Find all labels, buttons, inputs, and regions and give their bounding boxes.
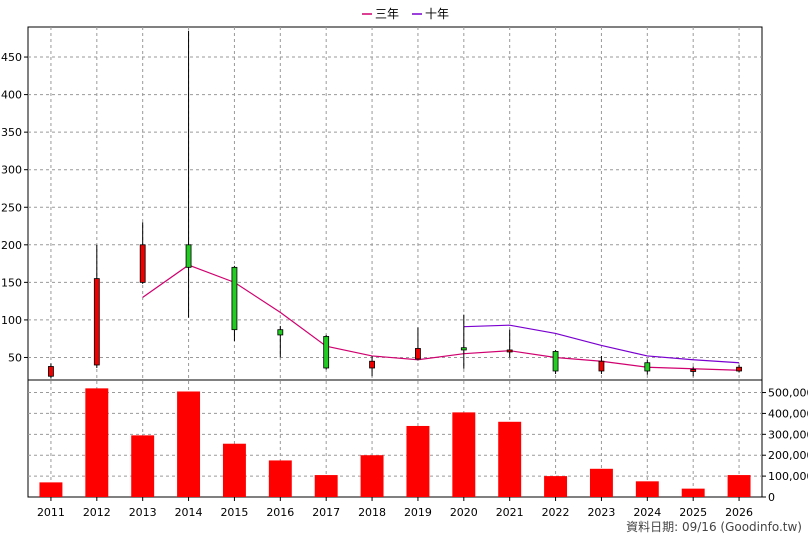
volume-bar bbox=[727, 475, 751, 497]
x-tick-label: 2018 bbox=[358, 506, 386, 519]
volume-bar bbox=[544, 476, 568, 497]
volume-bar bbox=[222, 443, 246, 497]
price-tick-label: 400 bbox=[1, 89, 22, 102]
volume-bar bbox=[360, 455, 384, 497]
volume-tick-label: 0 bbox=[768, 491, 775, 504]
x-tick-label: 2019 bbox=[404, 506, 432, 519]
volume-tick-label: 300,000 bbox=[768, 428, 808, 441]
volume-bar bbox=[589, 468, 613, 497]
volume-bar bbox=[85, 388, 109, 497]
volume-bar bbox=[131, 435, 155, 497]
price-tick-label: 250 bbox=[1, 201, 22, 214]
data-date-credit: 資料日期: 09/16 (Goodinfo.tw) bbox=[626, 520, 802, 534]
volume-bar bbox=[681, 488, 705, 497]
candle-body bbox=[185, 244, 192, 268]
candle-body bbox=[93, 278, 100, 366]
volume-bar bbox=[452, 412, 476, 497]
candle-body bbox=[506, 349, 513, 353]
line-series-3yr bbox=[142, 264, 740, 371]
candle-body bbox=[552, 351, 559, 372]
volume-bar bbox=[268, 460, 292, 497]
volume-tick-label: 400,000 bbox=[768, 407, 808, 420]
volume-bar bbox=[314, 475, 338, 497]
x-tick-label: 2025 bbox=[679, 506, 707, 519]
volume-bar bbox=[406, 425, 430, 497]
x-tick-label: 2012 bbox=[83, 506, 111, 519]
line-series-10yr bbox=[463, 324, 740, 364]
x-tick-label: 2016 bbox=[266, 506, 294, 519]
x-tick-label: 2013 bbox=[129, 506, 157, 519]
x-tick-label: 2014 bbox=[175, 506, 203, 519]
x-tick-label: 2011 bbox=[37, 506, 65, 519]
plot-frame bbox=[27, 26, 763, 498]
x-tick-label: 2026 bbox=[725, 506, 753, 519]
volume-bar bbox=[635, 481, 659, 497]
price-tick-label: 350 bbox=[1, 126, 22, 139]
volume-bar bbox=[39, 482, 63, 497]
x-tick-label: 2022 bbox=[542, 506, 570, 519]
x-tick-label: 2023 bbox=[587, 506, 615, 519]
candle-body bbox=[231, 266, 238, 331]
volume-tick-label: 500,000 bbox=[768, 387, 808, 400]
candle-body bbox=[139, 244, 146, 283]
candle-body bbox=[48, 366, 54, 377]
volume-bar bbox=[498, 421, 522, 497]
legend-label: 三年 bbox=[375, 7, 399, 21]
x-tick-label: 2017 bbox=[312, 506, 340, 519]
price-tick-label: 100 bbox=[1, 314, 22, 327]
x-tick-label: 2015 bbox=[220, 506, 248, 519]
x-tick-label: 2021 bbox=[496, 506, 524, 519]
price-tick-label: 150 bbox=[1, 276, 22, 289]
candle-body bbox=[736, 366, 742, 372]
x-tick-label: 2024 bbox=[633, 506, 661, 519]
legend-label: 十年 bbox=[425, 7, 449, 21]
x-tick-label: 2020 bbox=[450, 506, 478, 519]
candle-body bbox=[598, 360, 605, 372]
candle-body bbox=[323, 336, 330, 369]
volume-bar bbox=[177, 391, 201, 497]
price-tick-label: 50 bbox=[8, 351, 22, 364]
candle-body bbox=[690, 369, 697, 372]
candle-body bbox=[644, 362, 651, 372]
price-tick-label: 300 bbox=[1, 164, 22, 177]
volume-tick-label: 200,000 bbox=[768, 449, 808, 462]
price-tick-label: 450 bbox=[1, 51, 22, 64]
candle-body bbox=[460, 347, 467, 351]
candle-body bbox=[415, 348, 421, 360]
price-tick-label: 200 bbox=[1, 239, 22, 252]
candle-body bbox=[369, 360, 375, 369]
candle-body bbox=[277, 329, 284, 336]
volume-tick-label: 100,000 bbox=[768, 470, 808, 483]
